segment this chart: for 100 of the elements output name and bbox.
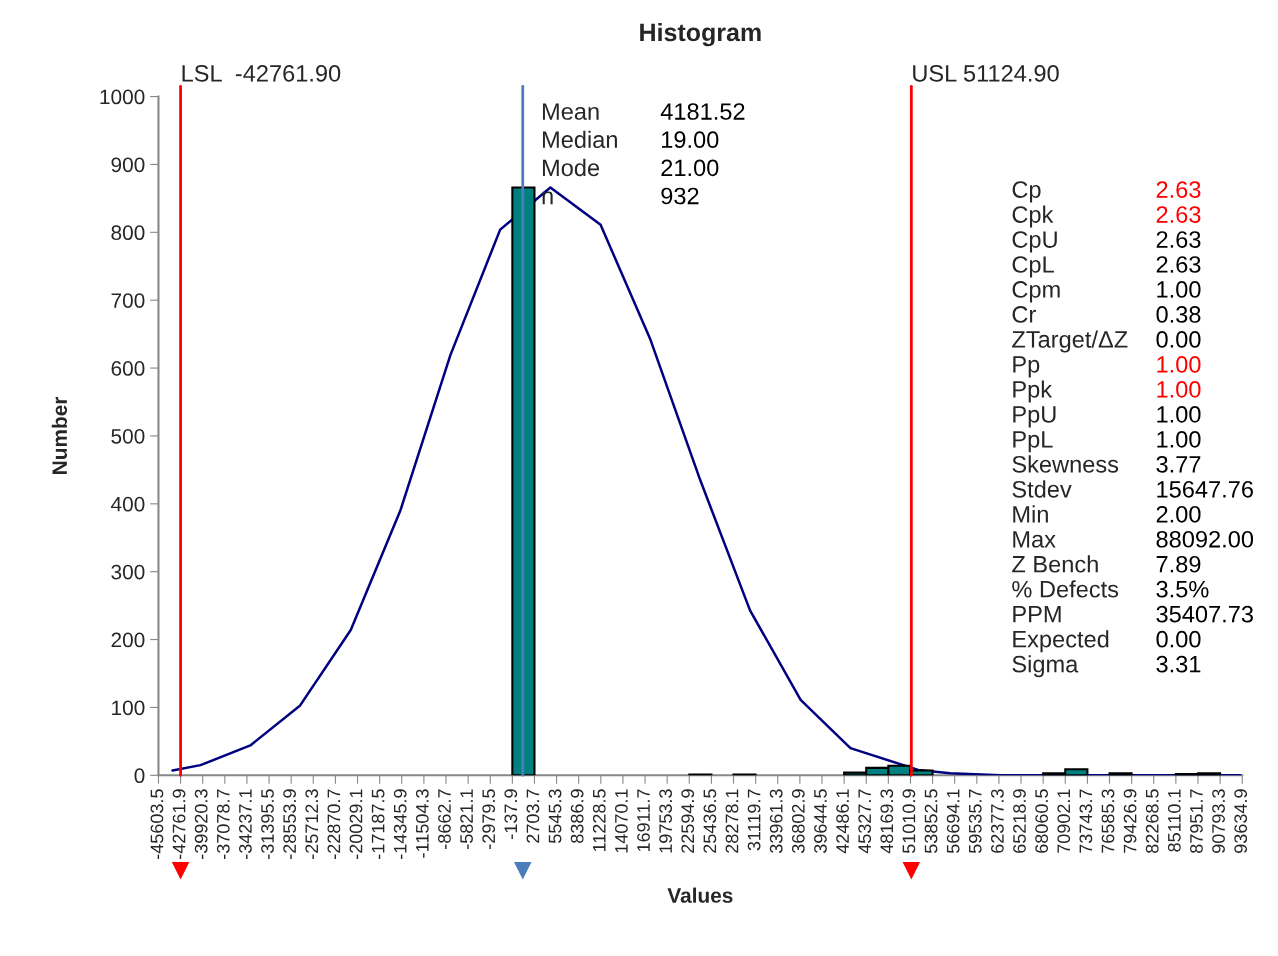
annotation: Cp [1012, 181, 1041, 203]
x-tick-label: -37078.7 [216, 789, 230, 859]
x-tick-label: 70902.1 [1057, 789, 1071, 853]
x-tick-label: -14345.9 [393, 789, 407, 859]
annotation: 2.63 [1156, 256, 1201, 273]
annotation: Cpm [1012, 281, 1060, 303]
annotation: n [542, 191, 553, 205]
annotation: 15647.76 [1157, 480, 1253, 498]
x-tick-label: -25712.3 [305, 789, 319, 859]
y-tick-label: 800 [111, 225, 145, 241]
annotation: Sigma [1012, 655, 1079, 678]
x-tick-label: 56694.1 [946, 789, 960, 854]
annotation: 1.00 [1157, 281, 1201, 298]
annotation: PPM [1013, 606, 1061, 623]
x-tick-label: 8386.9 [570, 789, 584, 843]
y-tick-label: 500 [111, 428, 145, 444]
annotation: 3.5% [1156, 580, 1209, 598]
annotation: PpU [1013, 406, 1056, 428]
x-tick-label: -11504.3 [415, 789, 429, 858]
annotation: 21.00 [661, 159, 719, 177]
y-tick-label: 0 [134, 768, 145, 784]
x-tick-label: 62377.3 [990, 789, 1004, 853]
x-tick-label: 90793.3 [1212, 789, 1225, 853]
x-tick-label: 19753.3 [659, 789, 673, 853]
annotation: 1.00 [1157, 430, 1201, 448]
annotation: 2.00 [1156, 505, 1201, 523]
x-tick-label: 68060.5 [1035, 789, 1049, 853]
annotation: CpL [1012, 256, 1054, 278]
annotation: 19.00 [662, 131, 719, 149]
y-tick-label: 200 [111, 632, 145, 648]
y-tick-label: 100 [112, 700, 145, 716]
x-tick-label: -34237.1 [239, 789, 252, 859]
annotation: % Defects [1012, 580, 1119, 598]
x-tick-label: 73743.7 [1079, 789, 1093, 853]
annotation: 2.63 [1156, 206, 1201, 223]
y-tick-label: 400 [111, 496, 145, 512]
annotation: 1.00 [1157, 381, 1201, 398]
annotation: 932 [661, 187, 699, 205]
annotation: Stdev [1012, 480, 1072, 498]
chart-title: Histogram [640, 22, 761, 47]
annotation: ZTarget/ΔZ [1012, 330, 1128, 353]
x-tick-label: -137.9 [504, 789, 518, 839]
x-tick-label: 22594.9 [681, 789, 695, 853]
annotation: Mean [542, 103, 599, 120]
x-tick-label: 82268.5 [1145, 789, 1159, 853]
x-tick-label: 28278.1 [725, 789, 739, 853]
x-tick-label: 5545.3 [548, 789, 562, 844]
annotation: 7.89 [1156, 555, 1201, 573]
annotation: Median [542, 130, 617, 149]
x-tick-label: 85110.1 [1167, 789, 1181, 852]
x-tick-label: -45603.5 [150, 789, 164, 859]
x-tick-label: -2979.5 [482, 789, 496, 849]
annotation: Ppk [1013, 380, 1053, 403]
x-tick-label: 25436.5 [703, 789, 717, 853]
annotation: Pp [1013, 356, 1040, 378]
y-axis-title: Number [51, 396, 68, 474]
x-tick-label: 65218.9 [1013, 789, 1026, 853]
x-tick-label: -39920.3 [194, 789, 208, 859]
y-tick-label: 1000 [100, 89, 145, 105]
annotation: 1.00 [1157, 356, 1201, 373]
x-tick-label: -17187.5 [371, 789, 385, 859]
x-tick-label: 14070.1 [614, 789, 628, 853]
annotation: 0.38 [1156, 306, 1201, 323]
annotation: 0.00 [1156, 331, 1201, 348]
annotation: Cr [1012, 306, 1036, 323]
ref-line-label: USL 51124.90 [913, 64, 1059, 82]
x-axis-title: Values [667, 887, 733, 903]
x-tick-label: -8662.7 [438, 789, 451, 849]
x-tick-label: 31119.7 [747, 789, 761, 851]
x-tick-label: 42486.1 [836, 789, 849, 854]
annotation: Cpk [1012, 205, 1054, 228]
annotation: 4181.52 [660, 103, 745, 120]
x-tick-label: -31395.5 [261, 789, 274, 859]
x-tick-label: 45327.7 [858, 789, 872, 854]
annotation: 0.00 [1156, 630, 1201, 648]
y-tick-label: 300 [111, 564, 145, 580]
x-tick-label: 48169.3 [880, 789, 894, 854]
x-tick-label: 16911.7 [637, 789, 650, 852]
x-tick-label: 53852.5 [924, 789, 938, 854]
y-tick-label: 900 [111, 157, 145, 173]
x-tick-label: 93634.9 [1234, 789, 1248, 853]
annotation: Z Bench [1012, 555, 1098, 573]
annotation: Min [1013, 505, 1048, 523]
x-tick-label: 79426.9 [1123, 789, 1137, 853]
annotation: 35407.73 [1156, 605, 1253, 623]
annotation: Skewness [1012, 455, 1119, 473]
annotation: 2.63 [1156, 181, 1201, 198]
y-tick-label: 600 [111, 361, 145, 376]
annotation: 3.31 [1156, 655, 1201, 673]
annotation: Max [1013, 531, 1056, 548]
x-tick-label: -42761.9 [172, 789, 186, 859]
x-tick-label: -22870.7 [327, 789, 341, 859]
x-tick-label: 11228.5 [592, 789, 606, 852]
annotation: PpL [1013, 431, 1053, 453]
annotation: 2.63 [1156, 231, 1201, 248]
annotation: CpU [1012, 231, 1057, 253]
annotation: Expected [1013, 630, 1109, 653]
x-tick-label: 36802.9 [791, 789, 805, 854]
x-tick-label: 87951.7 [1190, 789, 1203, 853]
ref-line-label: LSL -42761.90 [182, 64, 341, 82]
